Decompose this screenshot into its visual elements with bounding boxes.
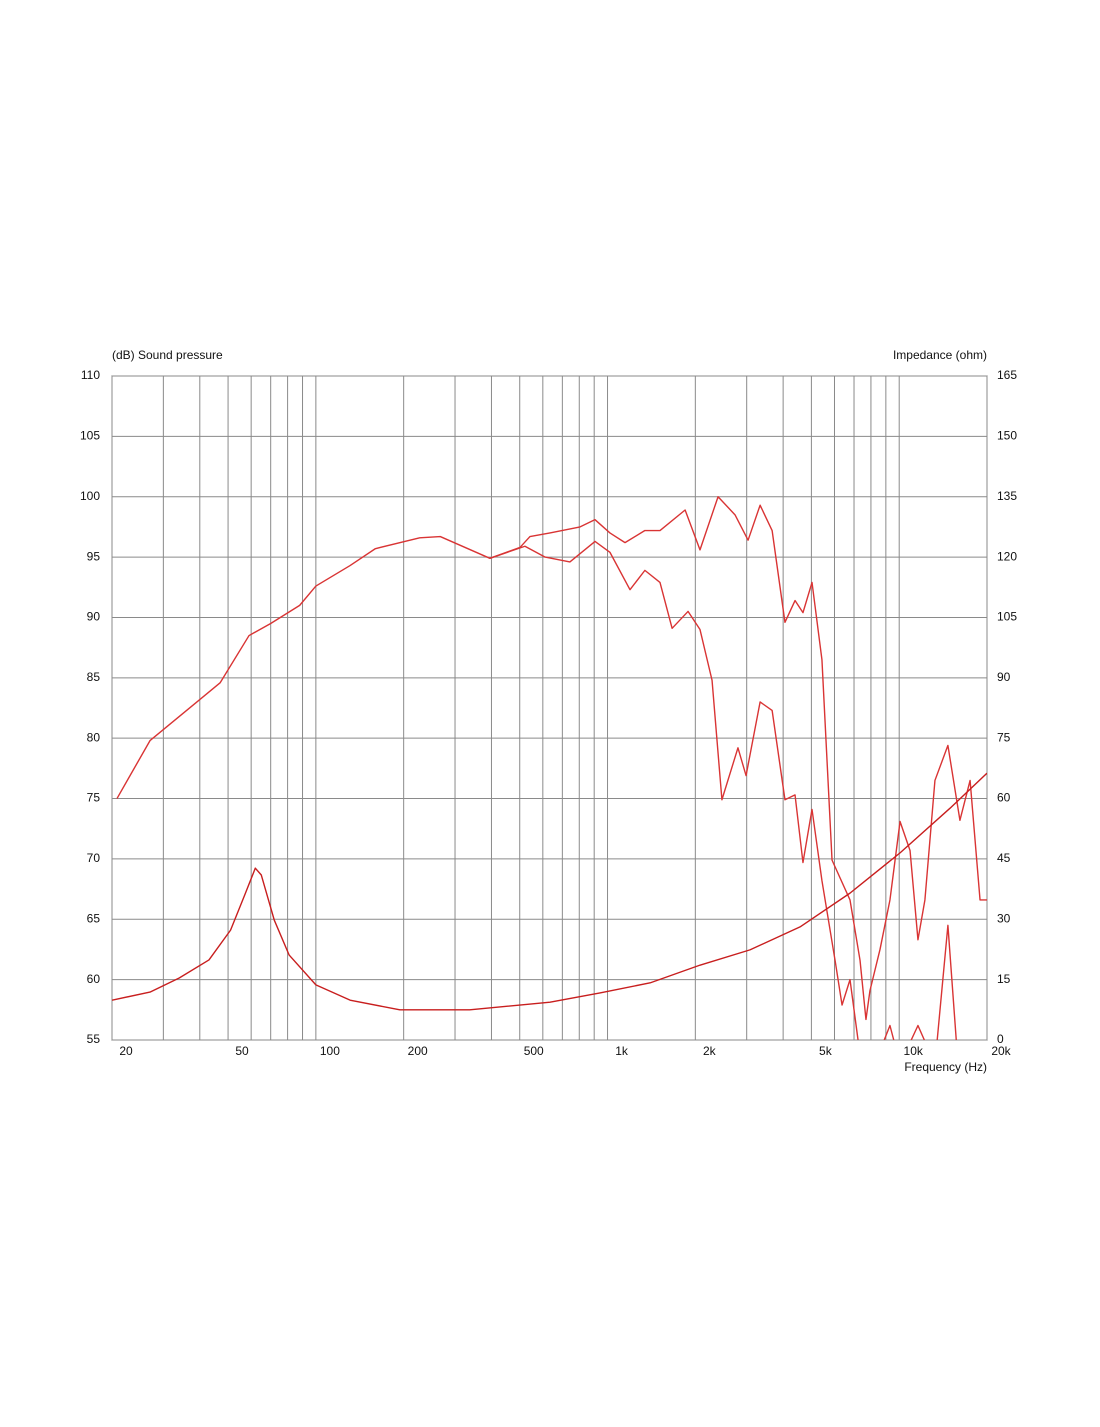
y2-tick-label: 45 [997, 851, 1011, 865]
series-line [116, 496, 987, 1021]
y-tick-label: 110 [81, 368, 100, 382]
y2-tick-label: 75 [997, 730, 1011, 744]
y2-tick-label: 120 [997, 549, 1017, 563]
x-tick-label: 200 [408, 1044, 428, 1058]
x-tick-label: 500 [524, 1044, 544, 1058]
y2-tick-label: 135 [997, 489, 1017, 503]
x-tick-label: 1k [615, 1044, 629, 1058]
x-tick-label: 10k [904, 1044, 924, 1058]
y-tick-label: 100 [80, 489, 100, 503]
y2-tick-label: 60 [997, 791, 1011, 805]
y2-tick-label: 165 [997, 368, 1017, 382]
y-tick-label: 105 [80, 429, 100, 443]
y-tick-label: 75 [87, 791, 101, 805]
y-tick-label: 65 [87, 911, 101, 925]
y2-tick-label: 30 [997, 911, 1011, 925]
y2-tick-label: 15 [997, 972, 1011, 986]
plot-lines [112, 496, 987, 1040]
y2-axis-label: Impedance (ohm) [893, 348, 987, 362]
y-tick-label: 60 [87, 972, 101, 986]
y-tick-label: 80 [87, 730, 101, 744]
series-line [489, 540, 957, 1040]
y2-tick-label: 150 [997, 429, 1017, 443]
y2-tick-label: 105 [997, 610, 1017, 624]
x-tick-label: 2k [703, 1044, 717, 1058]
y-tick-label: 85 [87, 670, 101, 684]
y-tick-label: 90 [87, 610, 101, 624]
x-tick-label: 50 [235, 1044, 249, 1058]
y2-tick-label: 0 [997, 1032, 1004, 1046]
x-axis-label: Frequency (Hz) [904, 1060, 987, 1074]
y-tick-label: 55 [87, 1032, 101, 1046]
y2-tick-label: 90 [997, 670, 1011, 684]
series-line [112, 772, 987, 1011]
y-tick-label: 95 [87, 549, 101, 563]
x-tick-label: 5k [819, 1044, 833, 1058]
x-tick-label: 100 [320, 1044, 340, 1058]
plot-frame [111, 375, 988, 1041]
y-tick-label: 70 [87, 851, 101, 865]
y-axis-label: (dB) Sound pressure [112, 348, 223, 362]
x-tick-label: 20k [991, 1044, 1011, 1058]
x-tick-label: 20 [119, 1044, 133, 1058]
